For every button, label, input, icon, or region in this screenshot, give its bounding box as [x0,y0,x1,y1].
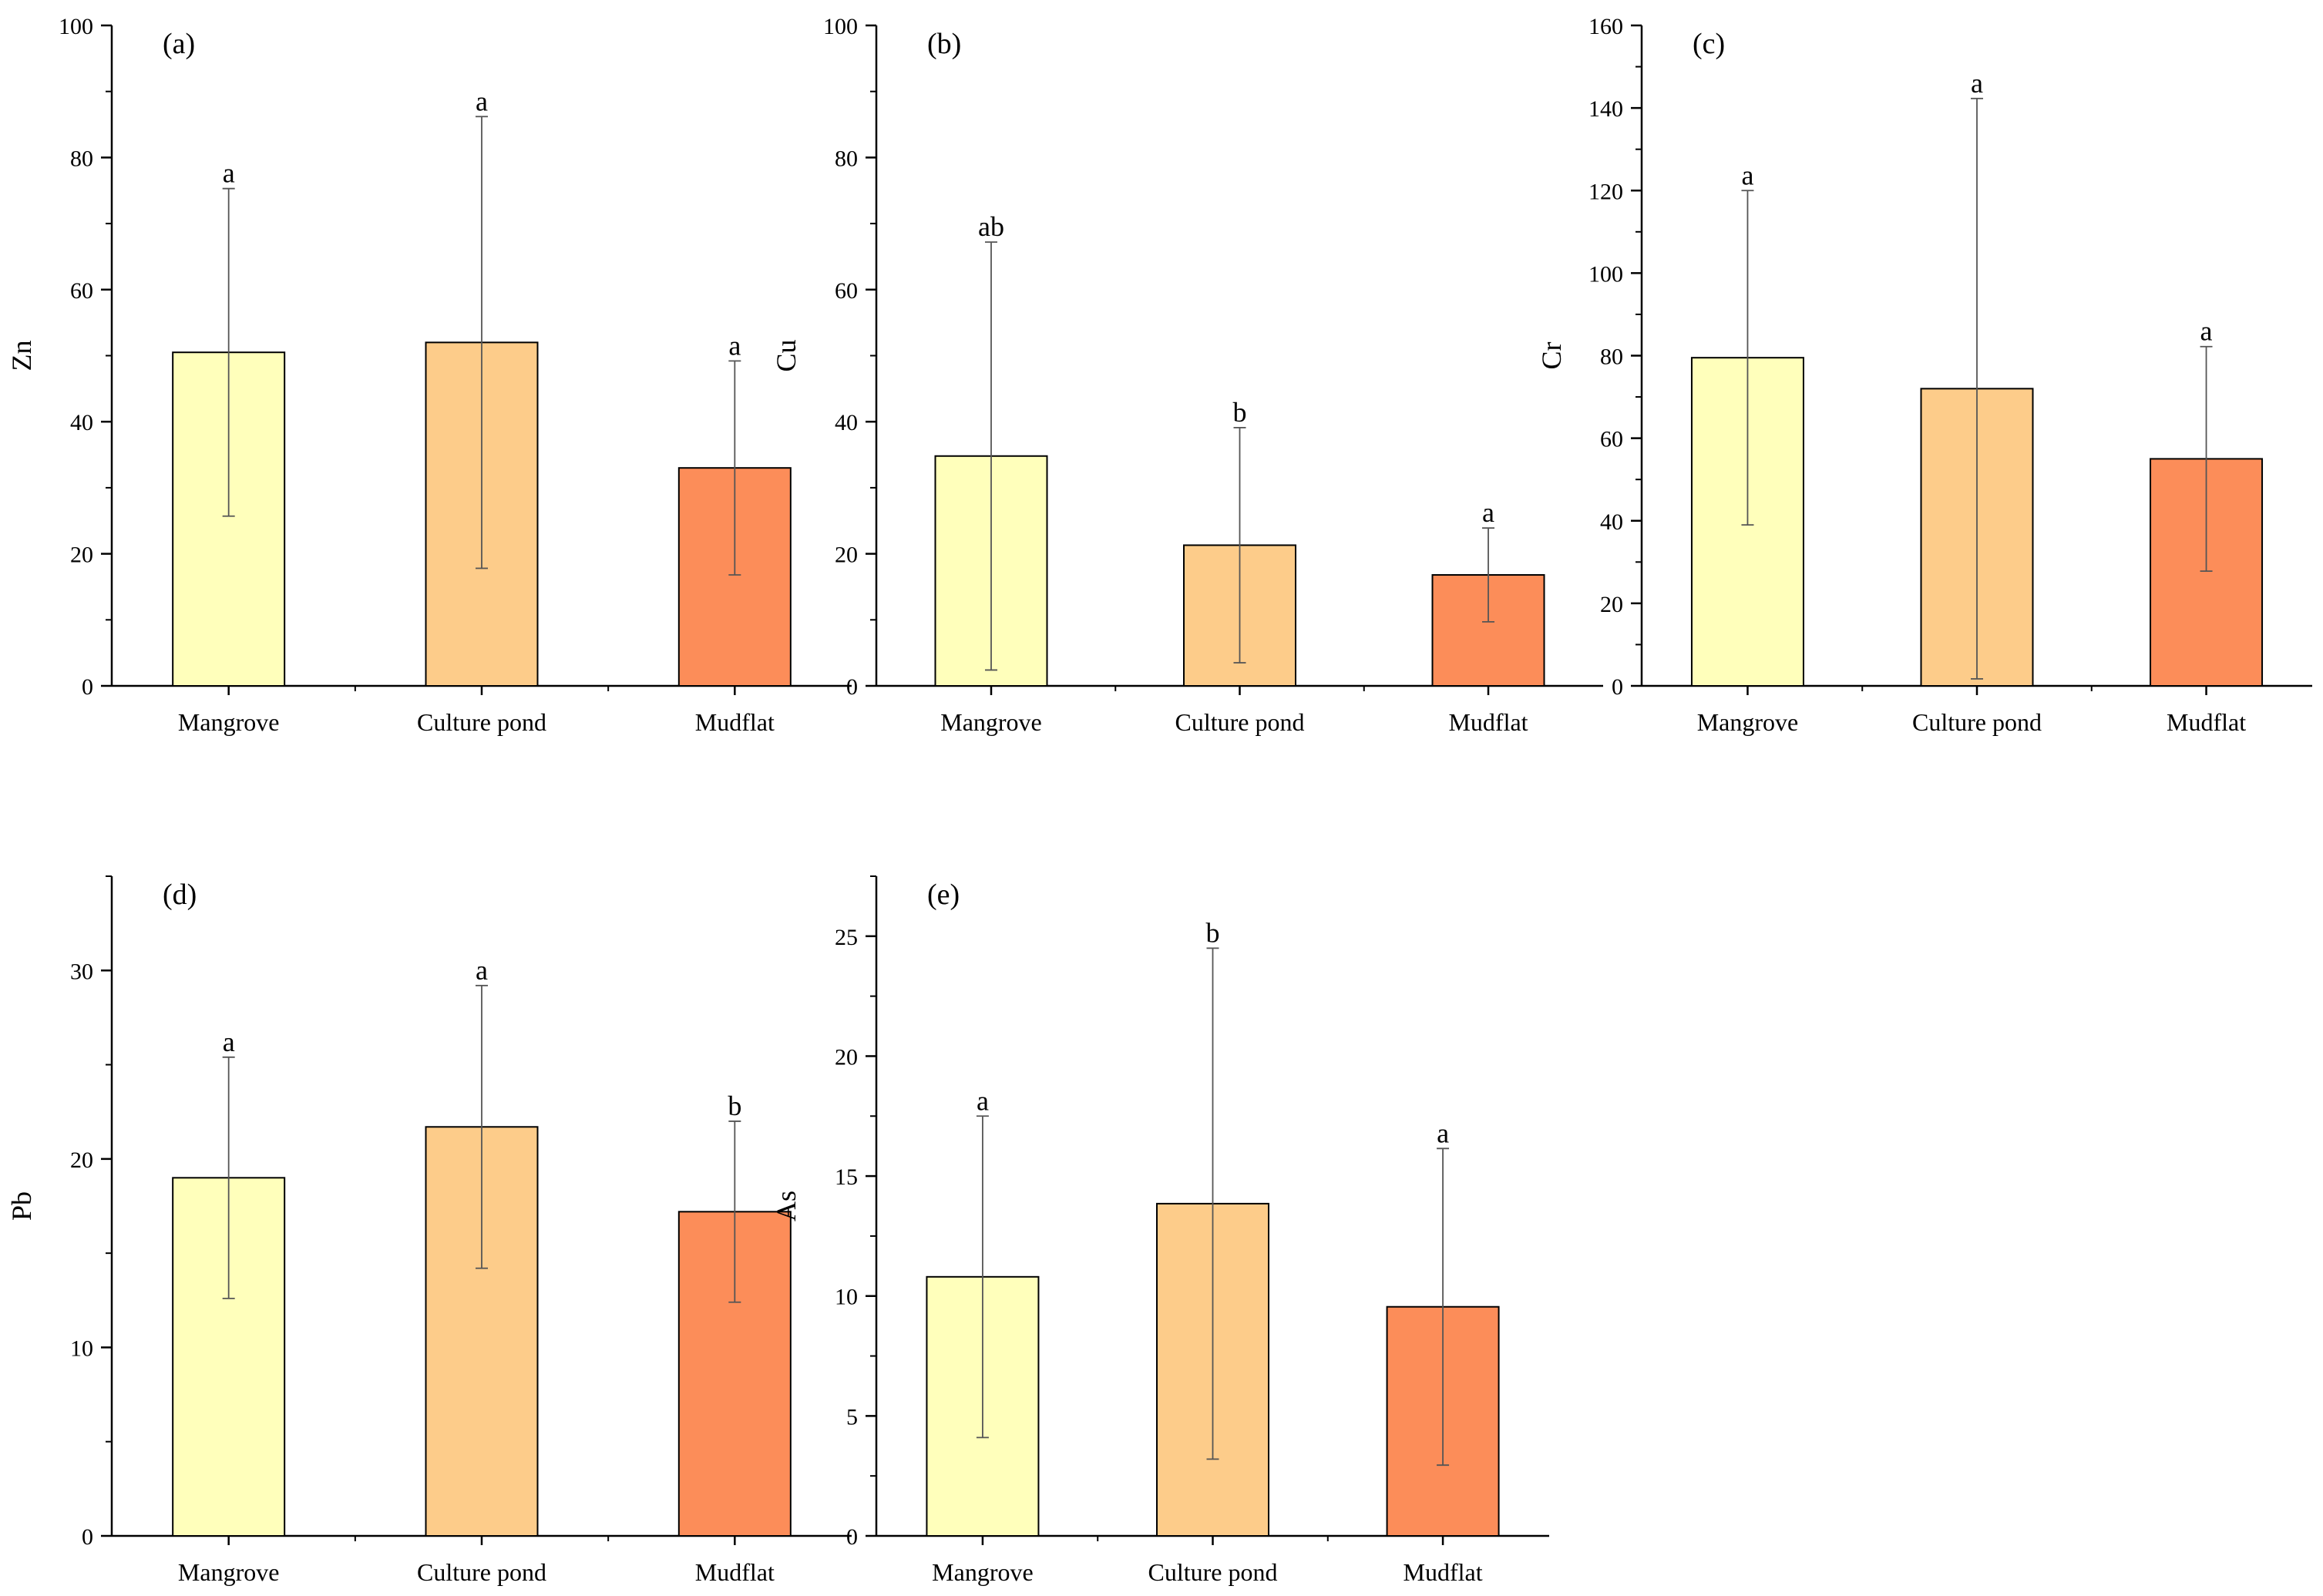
panel-label: (e) [927,879,960,911]
y-tick-label: 40 [835,410,858,435]
y-tick-label: 40 [1600,509,1623,535]
significance-letter: a [476,955,488,986]
y-tick-label: 60 [1600,427,1623,452]
significance-letter: a [1437,1117,1449,1148]
chart-panel: 0 20 40 60 80 100 Cu (b) ab Mangrove b Culture pond… [771,14,1603,736]
y-tick-label: 0 [1612,674,1623,700]
y-tick-label: 100 [1588,261,1623,287]
y-tick-label: 0 [846,674,858,700]
significance-letter: a [223,1026,235,1057]
significance-letter: ab [978,211,1004,242]
y-tick-label: 10 [70,1336,93,1361]
panel-label: (c) [1693,28,1725,60]
y-tick-label: 140 [1588,96,1623,122]
y-tick-label: 0 [82,1524,93,1550]
y-tick-label: 80 [70,146,93,171]
x-category-label: Mudflat [1448,708,1528,736]
x-category-label: Mudflat [695,708,775,736]
y-tick-label: 30 [70,959,93,984]
y-tick-label: 20 [70,1147,93,1173]
significance-letter: a [223,158,235,189]
significance-letter: a [2200,316,2213,347]
y-tick-label: 100 [823,14,858,39]
y-tick-label: 40 [70,410,93,435]
x-category-label: Mudflat [695,1558,775,1586]
significance-letter: b [728,1090,741,1121]
chart-panel: 0 10 20 30 Pb (d) a Mangrove a Culture pond b Mudfl… [6,875,852,1586]
x-category-label: Mangrove [932,1558,1034,1586]
y-tick-label: 80 [835,146,858,171]
x-category-label: Culture pond [1175,708,1305,736]
x-category-label: Culture pond [1912,708,2042,736]
y-tick-label: 10 [835,1285,858,1310]
significance-letter: a [977,1085,989,1116]
chart-panel: 0 5 10 15 20 25 As (e) a Mangrove b Culture pond a Mu… [771,875,1549,1586]
y-tick-label: 25 [835,925,858,950]
x-category-label: Culture pond [1148,1558,1278,1586]
panel-label: (d) [163,879,197,911]
panel-label: (a) [163,28,195,60]
y-tick-label: 0 [82,674,93,700]
significance-letter: b [1233,397,1247,428]
y-tick-label: 0 [846,1524,858,1550]
significance-letter: a [1741,160,1753,190]
panel-label: (b) [927,28,961,60]
x-category-label: Culture pond [417,1558,546,1586]
chart-panel: 0 20 40 60 80 100 Zn (a) a Mangrove a Culture pond a… [6,14,852,736]
significance-letter: b [1206,917,1220,948]
y-tick-label: 160 [1588,14,1623,39]
y-axis-title: Cr [1536,341,1567,369]
significance-letter: a [476,86,488,116]
y-axis-title: Zn [6,341,37,371]
x-category-label: Mudflat [1404,1558,1483,1586]
y-tick-label: 60 [70,278,93,304]
chart-panel: 0 20 40 60 80 100 120 140 160 Cr (c) a Mangrove a Cult… [1536,14,2312,736]
x-category-label: Mangrove [178,1558,280,1586]
y-axis-title: Cu [771,339,802,371]
significance-letter: a [1482,497,1494,528]
y-tick-label: 120 [1588,179,1623,204]
x-category-label: Mangrove [178,708,280,736]
x-category-label: Mangrove [1697,708,1799,736]
y-axis-title: Pb [6,1191,37,1221]
x-category-label: Mudflat [2167,708,2246,736]
y-tick-label: 20 [1600,592,1623,617]
y-tick-label: 15 [835,1164,858,1190]
y-tick-label: 20 [70,543,93,568]
y-tick-label: 60 [835,278,858,304]
y-tick-label: 80 [1600,344,1623,370]
x-category-label: Mangrove [940,708,1042,736]
y-tick-label: 20 [835,1044,858,1070]
significance-letter: a [1971,68,1983,99]
y-tick-label: 100 [59,14,93,39]
significance-letter: a [728,330,741,361]
x-category-label: Culture pond [417,708,546,736]
y-axis-title: As [771,1191,802,1221]
y-tick-label: 5 [846,1404,858,1430]
y-tick-label: 20 [835,543,858,568]
